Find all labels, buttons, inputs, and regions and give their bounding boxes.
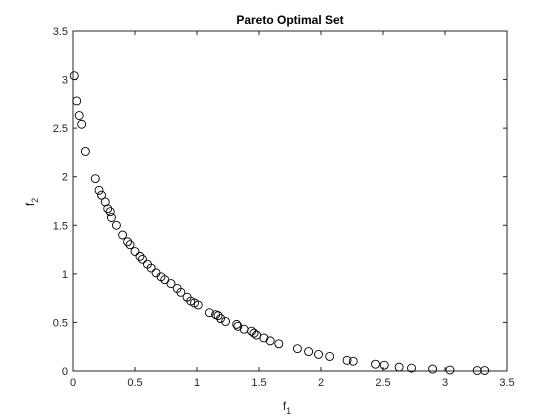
chart-title: Pareto Optimal Set: [236, 13, 343, 27]
scatter-point: [249, 328, 259, 338]
x-axis-label: f1: [283, 399, 291, 416]
scatter-point: [125, 240, 135, 250]
scatter-points: [69, 71, 490, 375]
y-tick-label: 1.5: [53, 220, 68, 232]
scatter-point: [111, 220, 121, 230]
scatter-point: [146, 263, 156, 273]
scatter-point: [137, 254, 147, 264]
scatter-point: [472, 366, 482, 375]
scatter-point: [314, 350, 323, 359]
y-tick-label: 3.5: [53, 26, 68, 38]
scatter-point: [325, 351, 335, 361]
scatter-point: [252, 330, 261, 340]
y-tick-label: 0: [62, 366, 68, 378]
scatter-point: [342, 355, 352, 365]
scatter-point: [118, 230, 128, 240]
scatter-point: [94, 185, 104, 195]
scatter-point: [204, 308, 214, 318]
scatter-point: [232, 319, 242, 329]
scatter-point: [106, 213, 116, 222]
scatter-point: [74, 111, 84, 120]
x-tick-label: 2.5: [375, 377, 390, 389]
scatter-point: [160, 275, 170, 285]
y-tick-label: 0.5: [53, 317, 68, 329]
scatter-point: [259, 333, 269, 343]
scatter-point: [221, 317, 230, 326]
y-tick-label: 2.5: [53, 123, 68, 135]
scatter-point: [480, 366, 490, 375]
scatter-point: [100, 197, 110, 207]
scatter-point: [77, 119, 87, 129]
x-tick-label: 0: [70, 377, 76, 389]
scatter-point: [193, 300, 203, 310]
scatter-point: [80, 147, 90, 156]
scatter-point: [445, 365, 455, 375]
scatter-point: [292, 344, 302, 354]
y-tick-label: 3: [62, 75, 68, 87]
scatter-point: [216, 314, 226, 323]
x-tick-label: 2: [318, 377, 324, 389]
scatter-point: [72, 96, 82, 106]
scatter-point: [304, 347, 314, 357]
scatter-point: [105, 207, 115, 217]
x-tick-label: 1.5: [251, 377, 266, 389]
scatter-point: [90, 174, 100, 184]
x-tick-label: 3: [442, 377, 448, 389]
scatter-point: [130, 247, 140, 256]
scatter-point: [379, 360, 389, 370]
scatter-point: [348, 356, 358, 366]
scatter-point: [428, 364, 438, 374]
x-tick-label: 1: [194, 377, 200, 389]
scatter-point: [407, 363, 416, 373]
x-tick-label: 3.5: [499, 377, 514, 389]
scatter-point: [176, 287, 186, 297]
scatter-point: [123, 237, 133, 247]
y-axis-label: f2: [23, 198, 40, 206]
y-tick-label: 1: [62, 269, 68, 281]
scatter-point: [233, 321, 243, 331]
scatter-point: [371, 359, 381, 369]
scatter-point: [103, 204, 113, 214]
axis-tick-labels: 0 0.5 1 1.5 2 2.5 3 3.5 0 0.5 1 1.5 2 2.5 3 3.5: [53, 26, 515, 389]
scatter-point: [394, 362, 404, 372]
x-tick-label: 0.5: [127, 377, 142, 389]
y-tick-label: 2: [62, 172, 68, 184]
scatter-point: [97, 190, 106, 200]
scatter-point: [265, 336, 275, 346]
scatter-point: [166, 279, 176, 289]
scatter-point: [135, 251, 145, 261]
scatter-point: [274, 339, 284, 349]
scatter-point: [69, 71, 79, 81]
plot-area: [72, 30, 508, 372]
scatter-point: [213, 311, 223, 321]
